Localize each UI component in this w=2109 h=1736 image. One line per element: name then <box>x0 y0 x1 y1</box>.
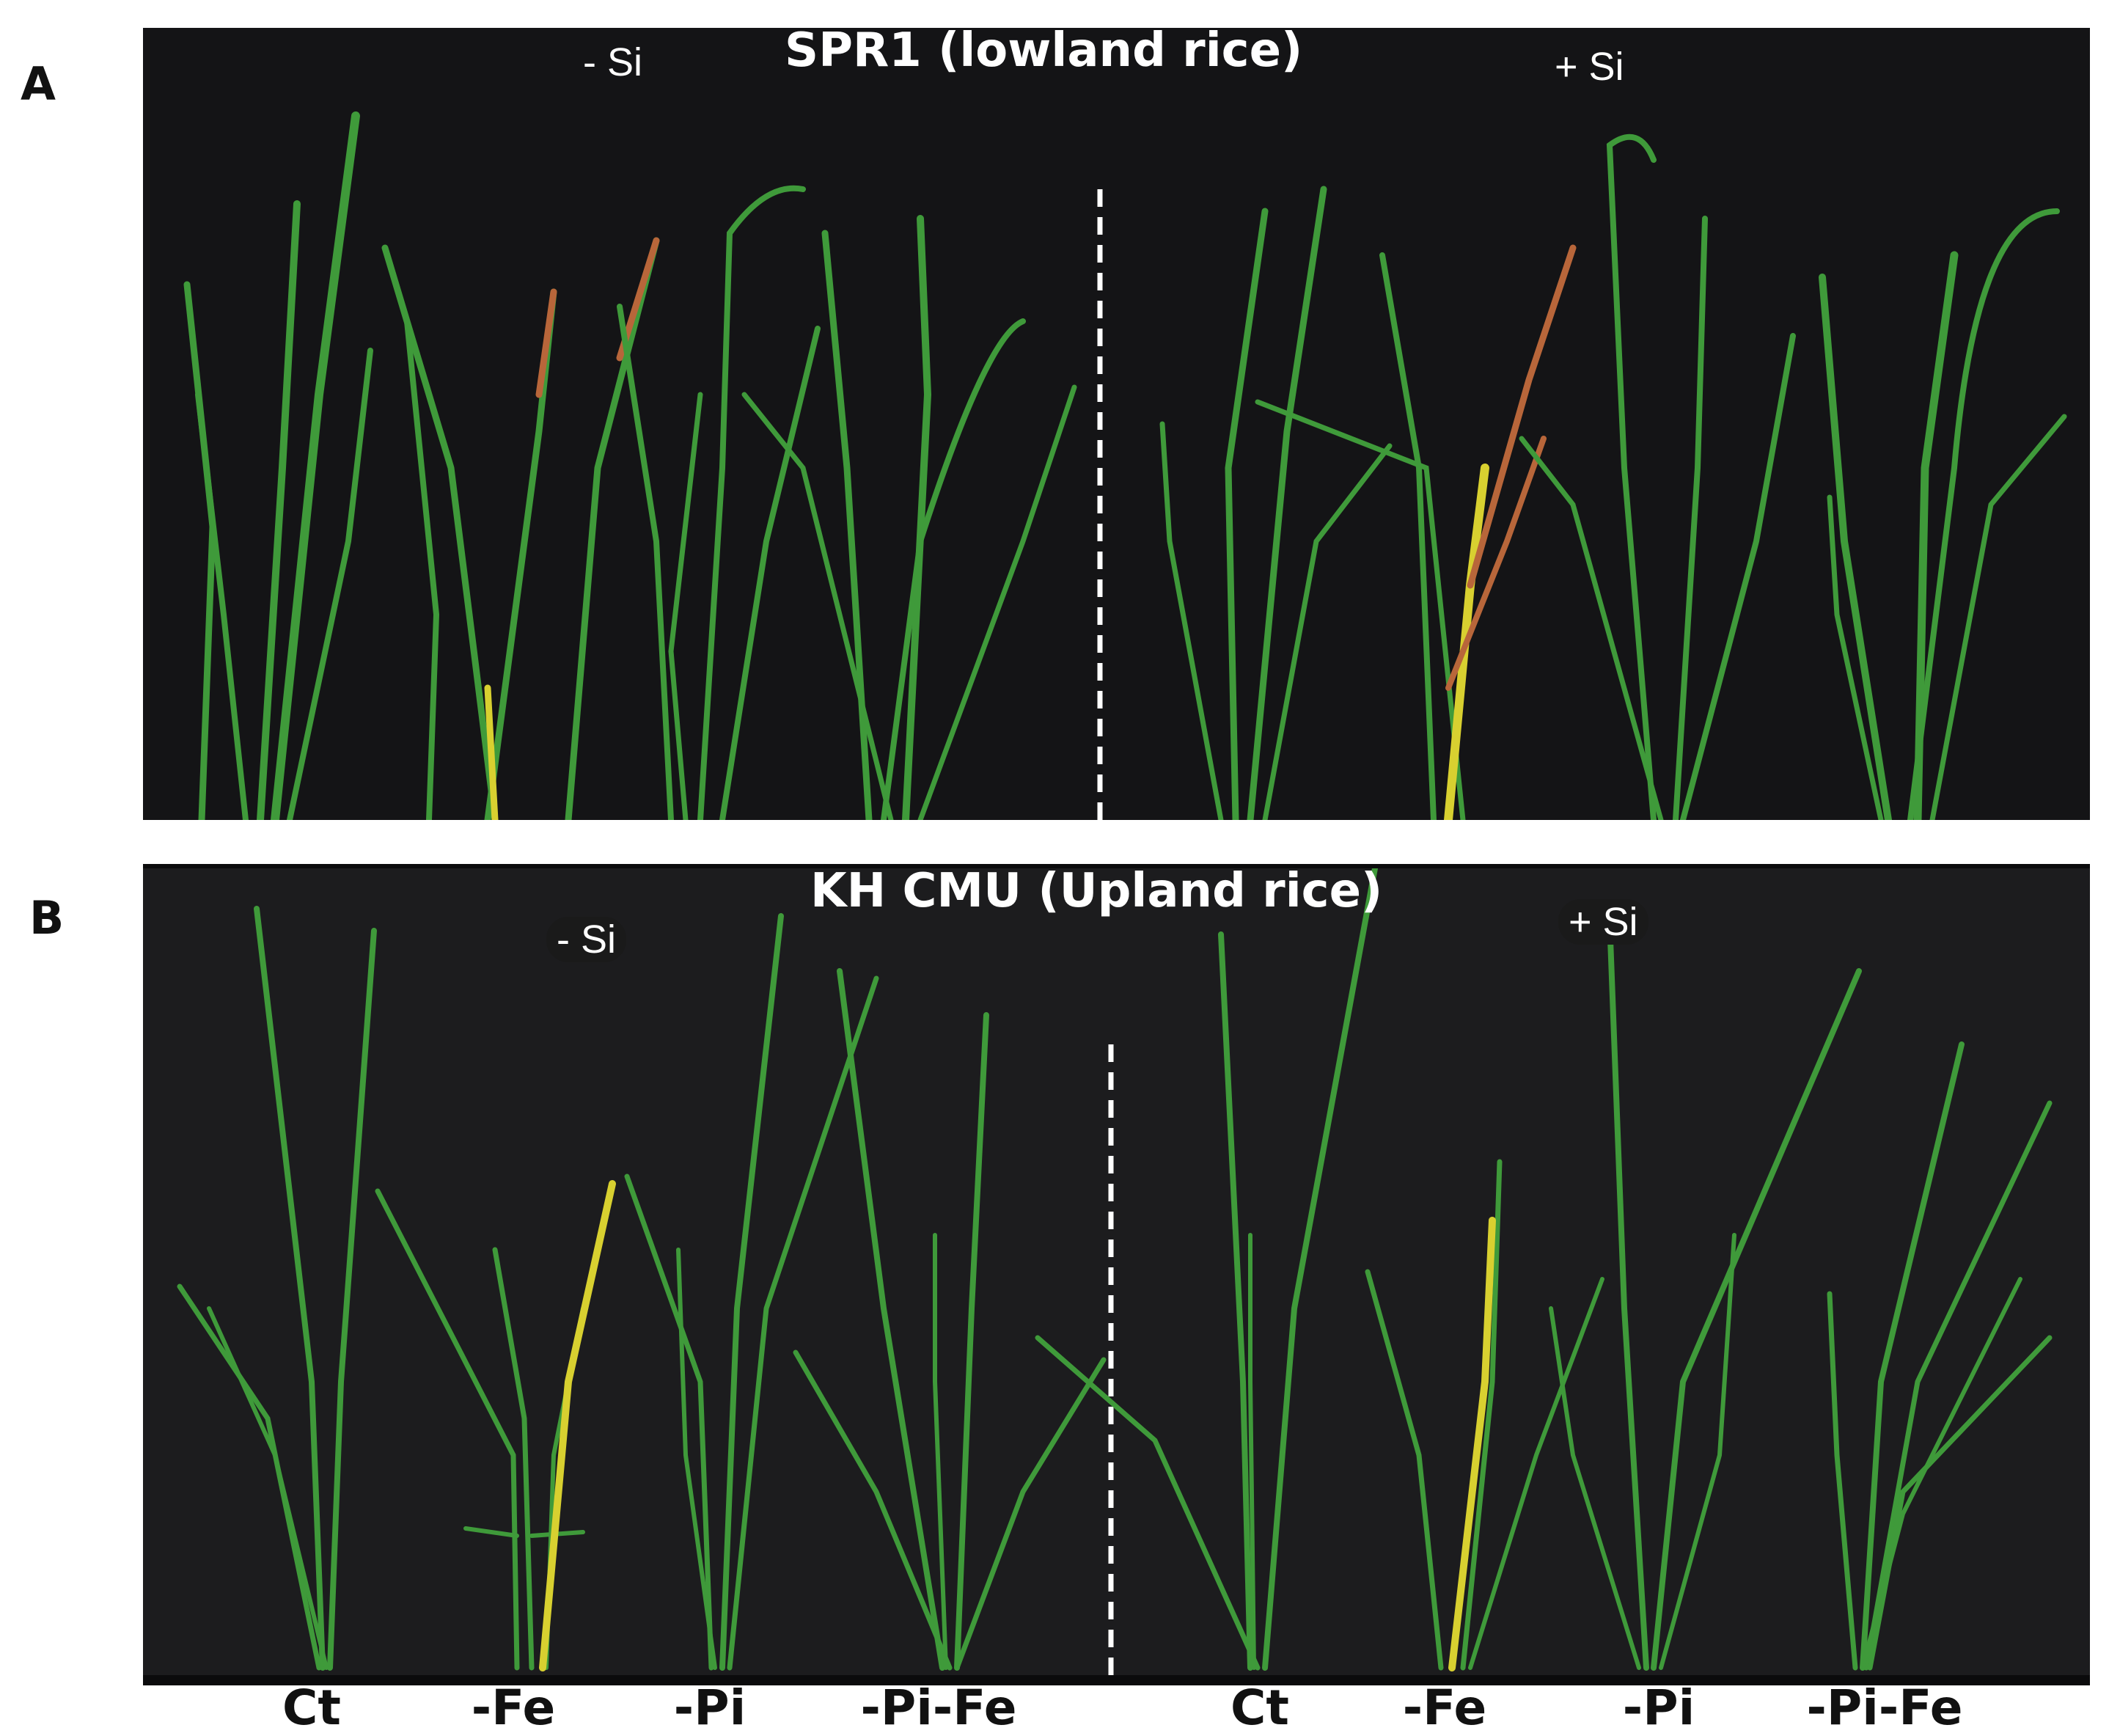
panel-b-minus-si-label: - Si <box>546 917 626 962</box>
treatment-label: -Pi-Fe <box>860 1680 1017 1736</box>
panel-b-title: KH CMU (Upland rice) <box>810 864 1383 918</box>
panel-a-letter: A <box>21 57 56 111</box>
treatment-label: -Pi <box>673 1680 747 1736</box>
panel-b-photo: KH CMU (Upland rice) - Si + Si <box>143 864 2090 1685</box>
panel-b-letter: B <box>29 891 65 945</box>
treatment-label: Ct <box>282 1680 341 1736</box>
treatment-label: -Pi <box>1622 1680 1695 1736</box>
panel-a-seedlings <box>183 111 2067 820</box>
panel-a-plus-si-label: + Si <box>1555 45 1624 89</box>
treatment-label: -Fe <box>471 1680 556 1736</box>
panel-a-title: SPR1 (lowland rice) <box>785 28 1303 78</box>
panel-b-plus-si-label: + Si <box>1558 899 1648 945</box>
treatment-label: -Fe <box>1402 1680 1487 1736</box>
panel-a-minus-si-label: - Si <box>583 40 642 84</box>
panel-b-seedlings <box>177 868 2053 1675</box>
panel-a-photo: SPR1 (lowland rice) - Si + Si <box>143 28 2090 820</box>
treatment-label: Ct <box>1230 1680 1289 1736</box>
treatment-label: -Pi-Fe <box>1806 1680 1963 1736</box>
